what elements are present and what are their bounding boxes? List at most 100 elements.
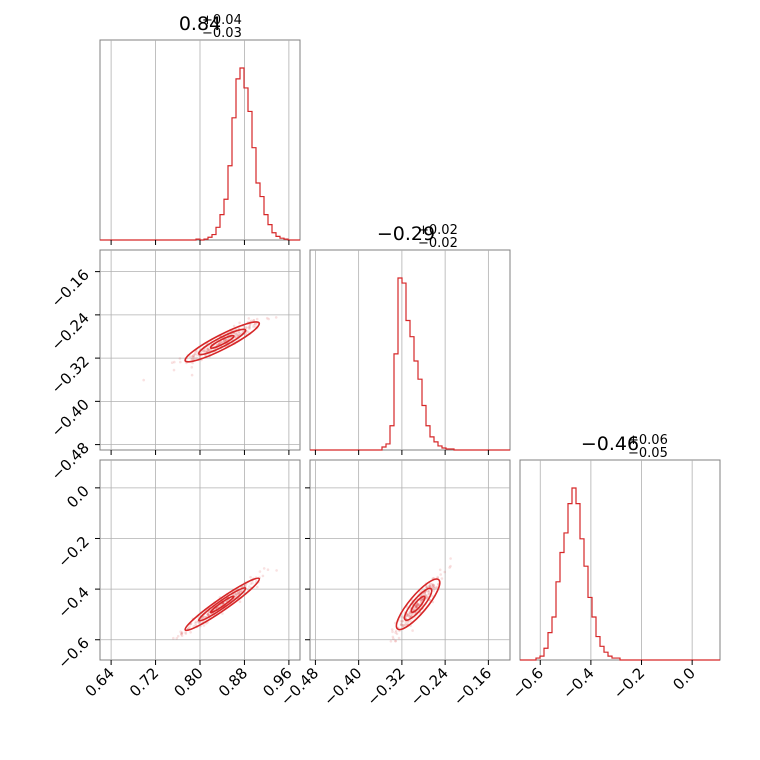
scatter-point — [432, 586, 436, 589]
panel-hist-1: −0.29 +0.02 −0.02 — [309, 223, 511, 455]
scatter-point — [255, 580, 258, 583]
scatter-point — [176, 634, 180, 638]
x-tick-label-1: −0.4 — [559, 664, 597, 702]
scatter-point — [415, 604, 418, 608]
x-tick-label-1: −0.40 — [320, 664, 365, 709]
scatter-point — [189, 355, 192, 359]
scatter-point — [251, 581, 254, 585]
histogram-param-0 — [100, 67, 300, 241]
panel-scatter-1-2: −0.48−0.40−0.32−0.24−0.16 — [277, 459, 511, 709]
scatter-point — [193, 352, 197, 356]
y-tick-label-2: −0.2 — [54, 533, 92, 571]
scatter-point — [432, 585, 436, 588]
contour-level-1 — [403, 587, 433, 621]
scatter-point — [408, 610, 412, 614]
scatter-point — [206, 347, 210, 351]
contour-level-1 — [198, 328, 247, 356]
scatter-point — [248, 585, 251, 588]
scatter-point — [239, 590, 242, 594]
scatter-point — [206, 613, 210, 616]
scatter-point — [262, 567, 266, 570]
scatter-point — [431, 585, 435, 589]
scatter-point — [391, 635, 395, 639]
scatter-point — [411, 629, 414, 632]
scatter-point — [179, 630, 182, 633]
panel-hist-0-ticks — [110, 240, 290, 245]
panel-scatter-1-2-contours — [395, 578, 441, 631]
scatter-point — [249, 575, 252, 579]
scatter-point — [180, 634, 184, 637]
scatter-point — [206, 612, 210, 616]
scatter-point — [225, 338, 228, 342]
scatter-point — [401, 619, 405, 623]
scatter-point — [192, 354, 195, 357]
scatter-point — [406, 613, 410, 617]
panel-scatter-0-1-contours — [184, 321, 261, 363]
scatter-point — [205, 349, 209, 353]
scatter-point — [390, 628, 394, 631]
title-param-1: −0.29 — [377, 223, 435, 245]
scatter-point — [172, 636, 175, 640]
histogram-param-1 — [310, 277, 510, 451]
contour-level-2 — [395, 578, 441, 631]
scatter-point — [234, 592, 238, 596]
scatter-point — [238, 600, 242, 603]
scatter-point — [409, 620, 413, 623]
panel-scatter-0-1-points — [142, 316, 278, 382]
scatter-point — [420, 598, 424, 602]
title-param-1-minus: −0.02 — [418, 236, 458, 251]
scatter-point — [237, 331, 240, 334]
title-param-1-plus: +0.02 — [418, 223, 458, 238]
x-tick-label-0: −0.6 — [509, 664, 547, 702]
scatter-point — [195, 353, 199, 357]
scatter-point — [235, 333, 238, 336]
scatter-point — [416, 602, 420, 606]
contour-level-2 — [184, 321, 261, 363]
panel-hist-2-grid — [539, 460, 693, 660]
scatter-point — [425, 585, 429, 588]
scatter-point — [267, 317, 271, 321]
scatter-point — [413, 606, 417, 610]
scatter-point — [192, 354, 195, 357]
scatter-point — [449, 557, 452, 560]
scatter-point — [232, 324, 236, 328]
scatter-point — [195, 356, 198, 360]
scatter-point — [180, 633, 183, 636]
scatter-point — [246, 330, 250, 334]
scatter-point — [403, 623, 407, 627]
scatter-point — [197, 621, 201, 625]
scatter-point — [400, 623, 403, 627]
scatter-point — [402, 624, 405, 627]
scatter-point — [190, 373, 194, 377]
scatter-point — [252, 319, 256, 322]
x-tick-label-0: 0.64 — [82, 664, 118, 700]
scatter-point — [419, 599, 422, 602]
scatter-point — [433, 587, 437, 590]
scatter-point — [405, 614, 408, 618]
scatter-point — [407, 615, 411, 618]
scatter-point — [236, 593, 239, 597]
title-param-2-minus: −0.05 — [628, 446, 668, 461]
scatter-point — [400, 623, 403, 626]
scatter-point — [255, 585, 259, 589]
scatter-point — [416, 603, 420, 606]
scatter-point — [218, 342, 221, 346]
scatter-point — [432, 589, 436, 592]
scatter-point — [190, 366, 194, 369]
scatter-point — [432, 583, 435, 587]
scatter-point — [170, 361, 174, 365]
panel-hist-2-frame — [519, 459, 721, 661]
scatter-point — [399, 623, 403, 626]
panel-scatter-0-1-ticks: −0.48−0.40−0.32−0.24−0.16 — [48, 266, 290, 484]
scatter-point — [191, 361, 194, 365]
scatter-point — [217, 342, 221, 345]
scatter-point — [405, 606, 409, 609]
scatter-point — [206, 613, 209, 616]
scatter-point — [430, 582, 434, 586]
scatter-point — [248, 323, 252, 327]
scatter-point — [420, 600, 423, 604]
scatter-point — [394, 639, 397, 643]
y-tick-label-1: −0.4 — [54, 583, 92, 621]
scatter-point — [389, 640, 393, 643]
x-tick-label-4: −0.16 — [450, 664, 495, 709]
